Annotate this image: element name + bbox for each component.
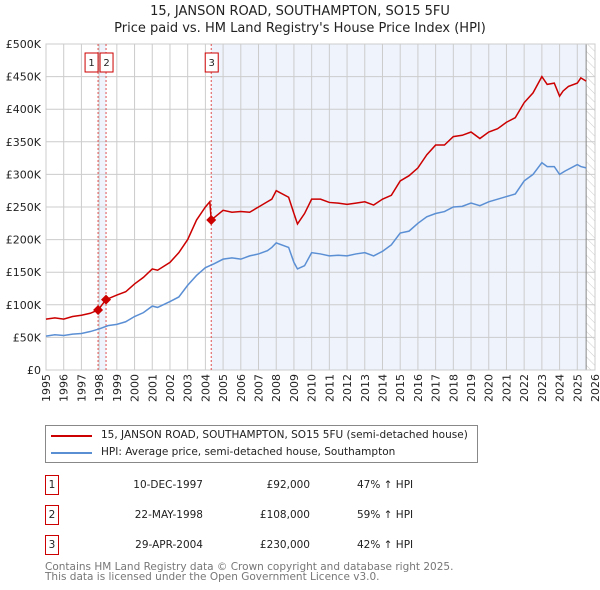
x-tick-label: 2017 (430, 374, 443, 402)
sale-row: 1 10-DEC-1997 £92,000 47% ↑ HPI (45, 475, 445, 495)
sale-hpi-diff: 47% ↑ HPI (357, 479, 414, 491)
y-tick-label: £450K (6, 71, 42, 84)
x-tick-label: 2009 (288, 374, 301, 402)
y-tick-label: £350K (6, 136, 42, 149)
sale-marker-badge: 3 (45, 535, 59, 555)
x-tick-label: 1995 (40, 374, 53, 402)
subtitle-line: Price paid vs. HM Land Registry's House … (114, 21, 486, 36)
y-tick-label: £150K (6, 266, 42, 279)
sale-point (93, 305, 104, 316)
x-tick-label: 2004 (199, 374, 212, 402)
plot-border (45, 43, 596, 371)
footer-attribution: Contains HM Land Registry data © Crown c… (45, 561, 454, 583)
x-tick-label: 2000 (129, 374, 142, 402)
x-tick-label: 2013 (359, 374, 372, 402)
x-tick-label: 2011 (323, 374, 336, 402)
sale-marker-label: 1 (88, 58, 94, 69)
legend-label: HPI: Average price, semi-detached house,… (101, 446, 396, 458)
sale-date: 29-APR-2004 (135, 539, 203, 551)
x-tick-label: 2019 (465, 374, 478, 402)
sale-marker-badge: 2 (45, 505, 59, 525)
sale-price: £108,000 (259, 509, 310, 521)
x-tick-label: 2012 (341, 374, 354, 402)
x-tick-label: 2021 (500, 374, 513, 402)
sale-marker-label: 2 (103, 58, 109, 69)
sale-row: 3 29-APR-2004 £230,000 42% ↑ HPI (45, 535, 445, 555)
sale-price: £92,000 (266, 479, 310, 491)
x-tick-label: 2010 (306, 374, 319, 402)
x-tick-label: 2014 (376, 374, 389, 402)
x-tick-label: 1999 (111, 374, 124, 402)
y-tick-label: £500K (6, 38, 42, 51)
legend-swatch-property (51, 435, 92, 437)
x-tick-label: 2015 (394, 374, 407, 402)
x-tick-label: 2022 (518, 374, 531, 402)
sale-hpi-diff: 59% ↑ HPI (357, 509, 414, 521)
sale-marker-box (204, 52, 219, 73)
hpi-line (45, 161, 587, 337)
title-line: 15, JANSON ROAD, SOUTHAMPTON, SO15 5FU (150, 4, 450, 19)
y-tick-label: £100K (6, 299, 42, 312)
sale-point (101, 294, 112, 305)
plot-area: 1995 1996 1997 1998 1999 2000 2001 2002 2003 2004… (6, 38, 600, 402)
legend-label: 15, JANSON ROAD, SOUTHAMPTON, SO15 5FU (… (101, 429, 468, 441)
y-tick-label: £50K (13, 331, 42, 344)
legend: 15, JANSON ROAD, SOUTHAMPTON, SO15 5FU (… (45, 425, 478, 463)
x-tick-label: 1998 (93, 374, 106, 402)
sale-date: 10-DEC-1997 (133, 479, 203, 491)
sale-date: 22-MAY-1998 (134, 509, 203, 521)
x-tick-label: 2016 (412, 374, 425, 402)
x-tick-label: 1997 (75, 374, 88, 402)
x-tick-label: 2023 (536, 374, 549, 402)
x-tick-label: 2005 (217, 374, 230, 402)
x-tick-label: 2002 (164, 374, 177, 402)
y-tick-label: £200K (6, 234, 42, 247)
x-tick-label: 2020 (483, 374, 496, 402)
x-tick-label: 1996 (58, 374, 71, 402)
x-tick-label: 2008 (270, 374, 283, 402)
y-tick-label: £400K (6, 103, 42, 116)
x-tick-label: 2018 (447, 374, 460, 402)
y-tick-label: £250K (6, 201, 42, 214)
sale-marker-badge: 1 (45, 475, 59, 495)
y-tick-label: £300K (6, 168, 42, 181)
chart-title: 15, JANSON ROAD, SOUTHAMPTON, SO15 5FU P… (0, 3, 600, 37)
sale-point (206, 215, 217, 226)
sale-marker-box (84, 52, 99, 73)
sale-price: £230,000 (259, 539, 310, 551)
x-tick-label: 2024 (554, 374, 567, 402)
y-tick-label: £0 (27, 364, 41, 377)
x-tick-label: 2001 (146, 374, 159, 402)
sale-hpi-diff: 42% ↑ HPI (357, 539, 414, 551)
sale-marker-label: 3 (209, 58, 215, 69)
footer-line: Contains HM Land Registry data © Crown c… (45, 561, 454, 573)
sale-marker-box (99, 52, 114, 73)
x-tick-label: 2026 (589, 374, 600, 402)
sale-row: 2 22-MAY-1998 £108,000 59% ↑ HPI (45, 505, 445, 525)
legend-swatch-hpi (51, 452, 92, 454)
property-price-line (45, 75, 587, 320)
x-tick-label: 2007 (253, 374, 266, 402)
footer-line: This data is licensed under the Open Gov… (45, 571, 380, 583)
x-tick-label: 2003 (182, 374, 195, 402)
x-tick-label: 2006 (235, 374, 248, 402)
x-tick-label: 2025 (571, 374, 584, 402)
